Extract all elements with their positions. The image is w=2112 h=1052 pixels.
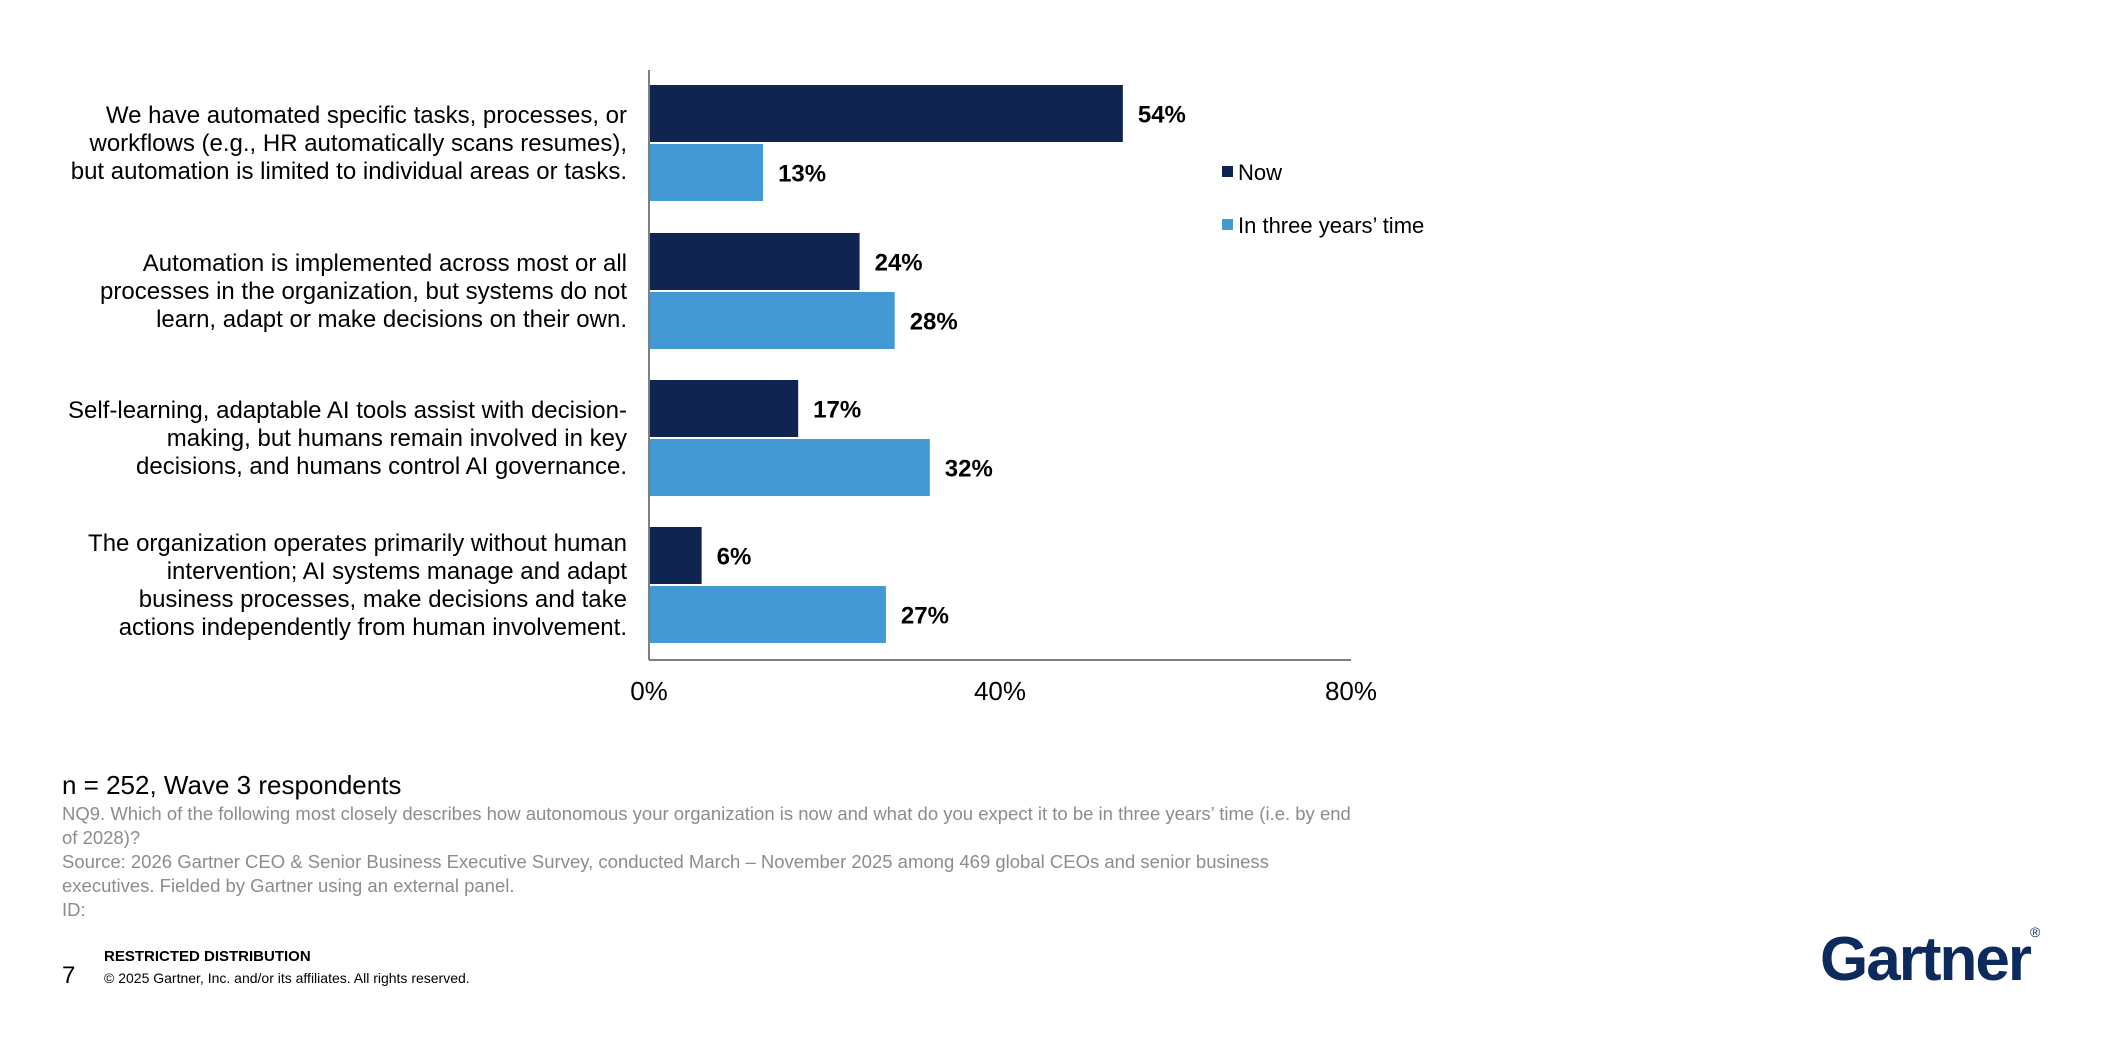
legend-label-three-years: In three years’ time xyxy=(1238,213,1424,238)
page-number: 7 xyxy=(62,962,76,989)
bar-three-years-4 xyxy=(649,586,886,643)
logo-text: Gartner xyxy=(1820,925,2032,994)
bar-three-years-1 xyxy=(649,144,764,201)
bar-now-4 xyxy=(649,527,702,584)
category-label: business processes, make decisions and t… xyxy=(139,586,627,613)
category-label: workflows (e.g., HR automatically scans … xyxy=(89,130,628,157)
bar-now-3 xyxy=(649,380,799,437)
legend-swatch-three-years xyxy=(1222,219,1233,230)
category-label: processes in the organization, but syste… xyxy=(100,278,627,305)
data-label: 13% xyxy=(778,161,826,188)
data-label: 17% xyxy=(813,397,861,424)
bar-three-years-2 xyxy=(649,292,895,349)
category-label: but automation is limited to individual … xyxy=(71,158,627,185)
category-label: learn, adapt or make decisions on their … xyxy=(156,306,627,333)
x-tick-label: 40% xyxy=(974,676,1026,706)
legend-label-now: Now xyxy=(1238,160,1282,185)
category-label: Automation is implemented across most or… xyxy=(143,250,627,277)
copyright-text: © 2025 Gartner, Inc. and/or its affiliat… xyxy=(104,970,470,986)
category-label: actions independently from human involve… xyxy=(119,614,627,641)
category-label: making, but humans remain involved in ke… xyxy=(167,425,627,452)
bar-chart: 54% 13% We have automated specific tasks, … xyxy=(68,70,1424,706)
source-note: Source: 2026 Gartner CEO & Senior Busine… xyxy=(62,851,1269,896)
survey-question-note: NQ9. Which of the following most closely… xyxy=(62,803,1351,848)
id-note: ID: xyxy=(62,899,86,920)
category-label: intervention; AI systems manage and adap… xyxy=(167,558,628,585)
x-tick-label: 80% xyxy=(1325,676,1377,706)
bar-now-1 xyxy=(649,85,1123,142)
data-label: 54% xyxy=(1138,102,1186,129)
sample-size-note: n = 252, Wave 3 respondents xyxy=(62,770,402,800)
bar-three-years-3 xyxy=(649,439,930,496)
data-label: 32% xyxy=(945,456,993,483)
x-tick-label: 0% xyxy=(630,676,668,706)
gartner-logo: Gartner® xyxy=(1820,924,2040,995)
data-label: 6% xyxy=(717,544,752,571)
category-label: We have automated specific tasks, proces… xyxy=(106,102,627,129)
registered-mark: ® xyxy=(2029,924,2041,940)
category-label: The organization operates primarily with… xyxy=(88,530,627,557)
category-label: decisions, and humans control AI governa… xyxy=(136,453,627,480)
restricted-distribution-label: RESTRICTED DISTRIBUTION xyxy=(104,948,311,965)
legend-swatch-now xyxy=(1222,166,1233,177)
bar-now-2 xyxy=(649,233,860,290)
data-label: 28% xyxy=(910,309,958,336)
data-label: 27% xyxy=(901,603,949,630)
category-label: Self-learning, adaptable AI tools assist… xyxy=(68,397,627,424)
data-label: 24% xyxy=(875,250,923,277)
